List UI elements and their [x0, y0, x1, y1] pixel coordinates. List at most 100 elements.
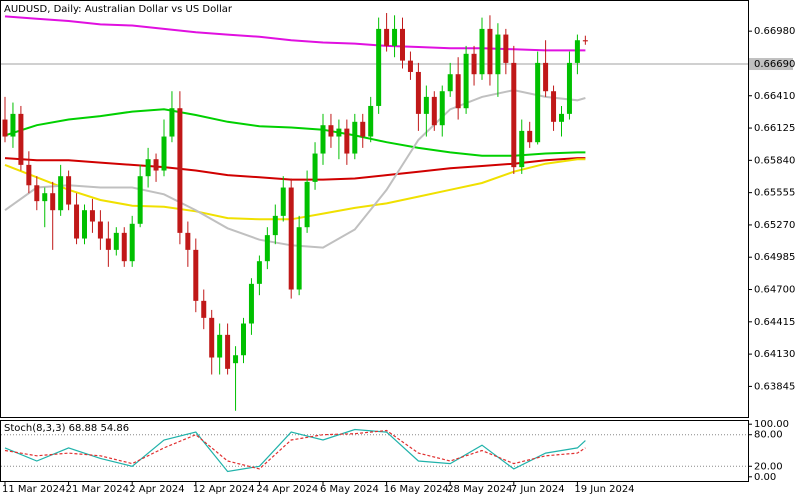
- candle-body: [74, 204, 80, 239]
- x-tick-label: 19 Jun 2024: [574, 484, 634, 495]
- last-price-label: 0.66690: [754, 59, 795, 70]
- candle-body: [328, 125, 334, 137]
- y-tick-label: 0.64415: [754, 317, 795, 328]
- last-price-box: [749, 58, 793, 71]
- candle-body: [551, 91, 557, 122]
- candle-body: [527, 130, 533, 143]
- x-tick-label: 24 Apr 2024: [256, 484, 318, 495]
- candle-body: [177, 108, 183, 233]
- candle-body: [161, 136, 167, 171]
- plot-layer: 0.66980 0.66410 0.66125 0.65840 0.65555 0.652…: [1, 13, 795, 495]
- y-tick-label: 0.00: [754, 472, 776, 483]
- candle-body: [447, 74, 453, 92]
- candle-body: [10, 113, 16, 137]
- indicator-line: [4, 428, 586, 473]
- candle-body: [344, 128, 350, 154]
- x-tick-label: 21 Mar 2024: [66, 484, 129, 495]
- candle-body: [368, 105, 374, 137]
- candle-body: [18, 113, 24, 165]
- y-tick-label: 0.64130: [754, 349, 795, 360]
- indicator-line: [4, 429, 586, 470]
- candle-body: [495, 34, 501, 75]
- candle-body: [511, 62, 517, 168]
- y-tick-label: 0.63845: [754, 381, 795, 392]
- candle-body: [407, 60, 413, 72]
- candle-body: [169, 108, 175, 137]
- candle-body: [336, 128, 342, 137]
- candle-body: [256, 261, 262, 284]
- candle-body: [519, 130, 525, 168]
- candle-body: [248, 283, 254, 324]
- candle-body: [471, 53, 477, 75]
- candle-body: [217, 334, 223, 358]
- main-panel: [0, 0, 749, 418]
- y-tick-label: 0.66410: [754, 91, 795, 102]
- y-tick-label: 0.65840: [754, 155, 795, 166]
- candle-body: [360, 121, 366, 137]
- candle-body: [113, 232, 119, 250]
- candle-body: [535, 62, 541, 143]
- candle-body: [423, 96, 429, 114]
- chart-title: AUDUSD, Daily: Australian Dollar vs US D…: [4, 4, 233, 15]
- candle-body: [89, 210, 95, 222]
- candle-body: [574, 40, 580, 63]
- candle-body: [209, 317, 215, 358]
- candle-body: [26, 164, 32, 186]
- candle-body: [264, 235, 270, 262]
- stoch-title: Stoch(8,3,3) 68.88 54.86: [4, 423, 129, 434]
- candle-body: [145, 159, 151, 177]
- candle-body: [225, 334, 231, 369]
- candle-body: [272, 215, 278, 236]
- candle-body: [439, 91, 445, 126]
- candle-body: [241, 323, 246, 356]
- candle-body: [304, 181, 310, 228]
- candle-body: [296, 227, 302, 290]
- candle-body: [121, 232, 127, 262]
- candle-body: [82, 210, 87, 239]
- y-tick-label: 80.00: [754, 430, 783, 441]
- candle-body: [431, 96, 437, 126]
- candle-body: [376, 28, 382, 106]
- y-tick-label: 0.65270: [754, 220, 795, 231]
- candle-body: [463, 53, 469, 109]
- candle-body: [566, 62, 572, 114]
- x-tick-label: 28 May 2024: [447, 484, 512, 495]
- candle-body: [280, 187, 286, 216]
- x-tick-label: 2 Apr 2024: [129, 484, 184, 495]
- y-tick-label: 20.00: [754, 461, 783, 472]
- candle-body: [352, 121, 358, 154]
- candle-body: [559, 113, 564, 122]
- candle-body: [384, 28, 390, 46]
- y-tick-label: 0.65555: [754, 188, 795, 199]
- candle-body: [97, 221, 103, 239]
- candle-body: [201, 300, 207, 318]
- candle-body: [42, 193, 48, 202]
- candle-body: [320, 125, 326, 154]
- indicator-line: [4, 15, 586, 52]
- candle-body: [2, 119, 8, 137]
- candle-body: [233, 355, 239, 364]
- x-tick-label: 12 Apr 2024: [193, 484, 255, 495]
- indicator-line: [4, 108, 586, 157]
- candle-body: [503, 34, 509, 63]
- candle-body: [312, 153, 318, 182]
- y-tick-label: 0.64700: [754, 285, 795, 296]
- y-tick-label: 0.64985: [754, 252, 795, 263]
- candle-body: [153, 159, 159, 171]
- y-tick-label: 100.00: [754, 419, 789, 430]
- candle-body: [487, 28, 493, 75]
- x-tick-label: 11 Mar 2024: [2, 484, 65, 495]
- x-tick-label: 7 Jun 2024: [511, 484, 565, 495]
- candle-body: [543, 62, 549, 92]
- candle-body: [193, 249, 199, 301]
- candle-body: [105, 238, 111, 250]
- candle-body: [392, 28, 398, 46]
- candle-body: [34, 185, 40, 202]
- candle-body: [185, 232, 191, 250]
- y-tick-label: 0.66980: [754, 26, 795, 37]
- candle-body: [479, 28, 485, 75]
- candle-body: [66, 176, 72, 205]
- candle-body: [400, 28, 405, 61]
- y-tick-label: 0.66125: [754, 123, 795, 134]
